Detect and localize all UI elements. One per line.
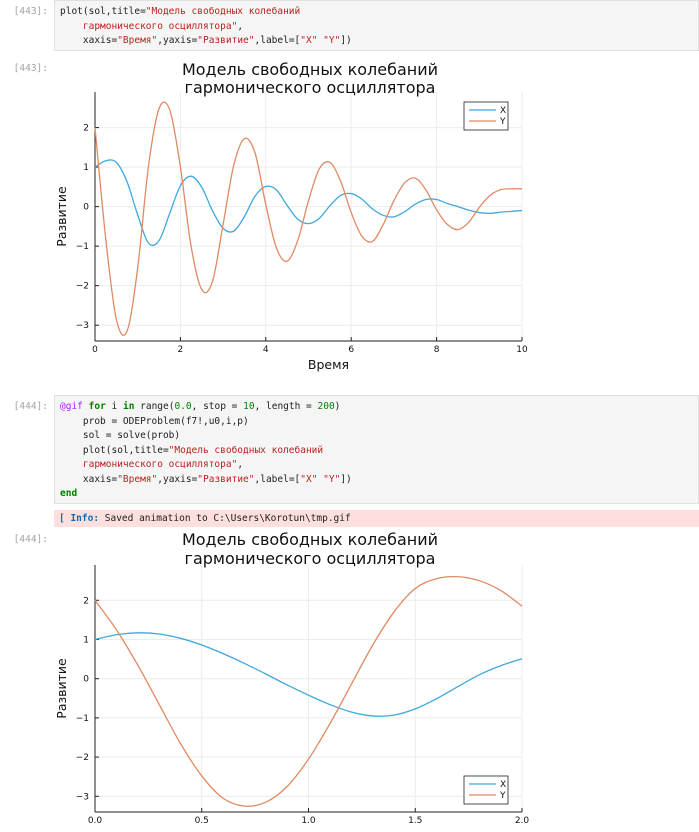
code-token: prob = ODEProblem(f7!,u0,i,p) xyxy=(60,415,249,427)
y-tick-label: −2 xyxy=(76,282,89,292)
code-line: plot(sol,title="Модель свободных колебан… xyxy=(60,5,693,20)
code-token: "Время" xyxy=(117,35,158,46)
legend-box xyxy=(463,101,509,131)
x-axis-label: Время xyxy=(308,357,349,372)
code-token: "Модель свободных колебаний xyxy=(145,6,301,17)
code-line: гармонического осциллятора", xyxy=(60,458,693,473)
code-line: гармонического осциллятора", xyxy=(60,20,693,35)
info-tag: [ Info: xyxy=(59,513,100,524)
code-token: ) xyxy=(334,401,341,412)
info-text: Saved animation to C:\Users\Korotun\tmp.… xyxy=(99,513,351,524)
output-prompt: [443]: xyxy=(13,63,48,74)
chart-title: Модель свободных колебаний xyxy=(182,60,438,79)
code-line: xaxis="Время",yaxis="Развитие",label=["X… xyxy=(60,473,693,488)
y-tick-label: 2 xyxy=(83,596,89,606)
x-tick-label: 8 xyxy=(434,345,440,355)
code-token: ,label=[ xyxy=(254,473,301,485)
code-token: , stop = xyxy=(191,401,244,412)
x-tick-label: 0.0 xyxy=(88,816,103,826)
legend-box xyxy=(463,775,509,805)
code-token: plot(sol,title= xyxy=(60,6,146,17)
series-line-x xyxy=(94,159,523,247)
y-tick-label: −3 xyxy=(76,792,89,802)
code-token: xaxis= xyxy=(60,35,118,46)
code-cell[interactable]: plot(sol,title="Модель свободных колебан… xyxy=(54,0,699,51)
code-token: "Модель свободных колебаний xyxy=(168,444,324,456)
chart-title: Модель свободных колебаний xyxy=(182,530,438,549)
info-message: [ Info: Saved animation to C:\Users\Koro… xyxy=(54,510,699,527)
x-tick-label: 0.5 xyxy=(195,816,209,826)
code-token: "Развитие" xyxy=(197,473,255,485)
x-tick-label: 0 xyxy=(92,345,98,355)
x-tick-label: 10 xyxy=(516,345,528,355)
code-line: prob = ODEProblem(f7!,u0,i,p) xyxy=(60,415,693,430)
y-tick-label: 0 xyxy=(83,203,89,213)
legend-label: Y xyxy=(499,117,506,127)
code-line: plot(sol,title="Модель свободных колебан… xyxy=(60,444,693,459)
code-token: plot(sol,title= xyxy=(60,444,169,456)
code-token: , xyxy=(237,459,244,470)
code-token: гармонического осциллятора" xyxy=(60,20,238,32)
chart-title: гармонического осциллятора xyxy=(185,78,436,97)
code-line: sol = solve(prob) xyxy=(60,429,693,444)
code-token: i xyxy=(105,401,123,412)
series-line-x xyxy=(94,632,523,717)
code-token: ]) xyxy=(340,35,352,46)
y-tick-label: 2 xyxy=(83,124,89,134)
code-token: for xyxy=(88,401,106,412)
series-line-y xyxy=(94,576,523,807)
output-prompt: [444]: xyxy=(13,534,48,545)
y-axis-label: Развитие xyxy=(54,186,69,247)
y-axis-label: Развитие xyxy=(54,658,69,719)
x-tick-label: 2 xyxy=(178,345,184,355)
legend-label: X xyxy=(500,106,506,116)
code-token: ,yaxis= xyxy=(157,473,198,485)
code-token: end xyxy=(60,488,78,499)
chart-2: 0.0 0.5 1.0 1.5 2.0 −3 −2 −1 0 1 2 Модель свободных… xyxy=(54,530,529,826)
code-token: 10 xyxy=(243,401,255,412)
y-tick-label: −1 xyxy=(76,242,89,252)
code-token: "Развитие" xyxy=(197,35,255,46)
code-token: , xyxy=(237,20,244,32)
y-tick-label: 1 xyxy=(83,635,89,645)
code-token: 0.0 xyxy=(174,401,192,412)
x-tick-label: 6 xyxy=(348,345,354,355)
chart-title: гармонического осциллятора xyxy=(185,549,436,568)
code-token: ,label=[ xyxy=(254,35,301,46)
input-prompt: [443]: xyxy=(13,6,48,17)
series-line-y xyxy=(94,101,523,336)
code-token: 200 xyxy=(317,401,335,412)
input-prompt: [444]: xyxy=(13,401,48,412)
code-cell[interactable]: @gif for i in range(0.0, stop = 10, leng… xyxy=(54,395,699,504)
legend-label: X xyxy=(500,780,506,790)
code-token: xaxis= xyxy=(60,473,118,485)
x-tick-label: 1.0 xyxy=(301,816,316,826)
code-token: ]) xyxy=(340,473,352,485)
y-tick-label: 1 xyxy=(83,163,89,173)
y-tick-label: −2 xyxy=(76,753,89,763)
code-line: end xyxy=(60,487,693,502)
chart-1: 0 2 4 6 8 10 −3 −2 −1 0 1 2 Модель свободных колебан… xyxy=(54,60,528,372)
legend-label: Y xyxy=(499,791,506,801)
y-tick-label: −1 xyxy=(76,714,89,724)
code-token: in xyxy=(122,401,135,412)
code-token: "X" "Y" xyxy=(300,473,341,485)
code-line: @gif for i in range(0.0, stop = 10, leng… xyxy=(60,400,693,415)
y-tick-label: −3 xyxy=(76,321,89,331)
code-token: sol = solve(prob) xyxy=(60,430,181,441)
code-token: гармонического осциллятора" xyxy=(60,459,238,470)
x-tick-label: 2.0 xyxy=(515,816,530,826)
code-token: @gif xyxy=(60,401,83,412)
code-token: , length = xyxy=(254,401,318,412)
code-token: "Время" xyxy=(117,473,158,485)
x-tick-label: 4 xyxy=(263,345,269,355)
code-line: xaxis="Время",yaxis="Развитие",label=["X… xyxy=(60,34,693,49)
code-token: range( xyxy=(134,401,175,412)
code-token: "X" "Y" xyxy=(300,35,341,46)
x-tick-label: 1.5 xyxy=(408,816,422,826)
code-token: ,yaxis= xyxy=(157,35,198,46)
y-tick-label: 0 xyxy=(83,675,89,685)
